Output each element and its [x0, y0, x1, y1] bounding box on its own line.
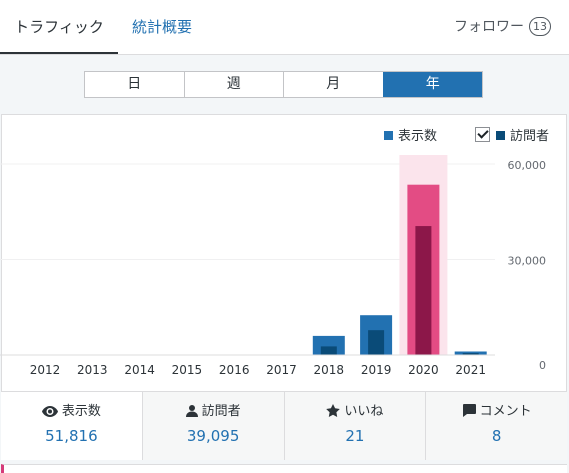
period-month-button[interactable]: 月 [283, 72, 383, 97]
followers-count-badge: 13 [529, 17, 551, 36]
person-icon [185, 405, 198, 417]
period-week-button[interactable]: 週 [183, 72, 284, 97]
comment-icon [462, 404, 476, 417]
x-tick-label: 2012 [30, 363, 61, 377]
x-tick-label: 2018 [314, 363, 345, 377]
y-tick-label: 0 [539, 359, 546, 372]
chart-legend: 表示数 訪問者 [383, 127, 549, 145]
tab-stats-overview[interactable]: 統計概要 [132, 18, 193, 36]
x-tick-label: 2017 [266, 363, 297, 377]
visitors-swatch [495, 131, 505, 140]
views-swatch [383, 131, 393, 140]
visitors-bar [368, 330, 385, 355]
stats-summary: 表示数 51,816 訪問者 39,095 いいね 21 コメント 8 [1, 391, 567, 460]
period-day-button[interactable]: 日 [127, 76, 142, 92]
tab-traffic[interactable]: トラフィック [0, 0, 118, 54]
legend-views: 表示数 [397, 129, 437, 144]
traffic-chart: 0 30,000 60,000 2012 2013 2014 2015 2016 2017 201… [0, 155, 547, 377]
stat-visitors[interactable]: 訪問者 39,095 [141, 391, 284, 460]
period-year-button[interactable]: 年 [382, 72, 482, 97]
stat-views[interactable]: 表示数 51,816 [1, 391, 142, 460]
star-icon [326, 404, 341, 417]
legend-visitors: 訪問者 [509, 129, 549, 144]
stat-comments-label: コメント [479, 404, 532, 419]
visitors-checkbox[interactable] [474, 127, 490, 142]
visitors-bar [415, 226, 432, 355]
followers-link[interactable]: フォロワー 13 [454, 17, 551, 37]
stat-likes-value: 21 [345, 427, 365, 445]
stat-likes-label: いいね [344, 404, 384, 419]
stat-visitors-label: 訪問者 [201, 404, 241, 419]
x-tick-label: 2014 [124, 363, 155, 377]
x-tick-label: 2019 [361, 363, 392, 377]
visitors-bar [320, 346, 337, 355]
next-section-edge [1, 464, 567, 473]
tab-bar: トラフィック 統計概要 フォロワー 13 [0, 0, 569, 55]
eye-icon [41, 406, 58, 417]
visitors-bar [462, 353, 479, 355]
y-tick-label: 30,000 [508, 255, 547, 268]
stat-comments-value: 8 [491, 427, 502, 445]
y-tick-label: 60,000 [508, 159, 547, 172]
x-tick-label: 2015 [172, 363, 203, 377]
x-tick-label: 2020 [408, 363, 439, 377]
period-selector: 日 週 月 年 [84, 71, 483, 98]
stat-likes[interactable]: いいね 21 [283, 391, 426, 460]
x-tick-label: 2021 [455, 363, 486, 377]
stat-visitors-value: 39,095 [186, 427, 240, 445]
stat-views-label: 表示数 [61, 404, 101, 419]
stat-comments[interactable]: コメント 8 [425, 391, 567, 460]
followers-label: フォロワー [454, 19, 524, 35]
x-tick-label: 2013 [77, 363, 108, 377]
stat-views-value: 51,816 [45, 427, 98, 445]
x-tick-label: 2016 [219, 363, 250, 377]
